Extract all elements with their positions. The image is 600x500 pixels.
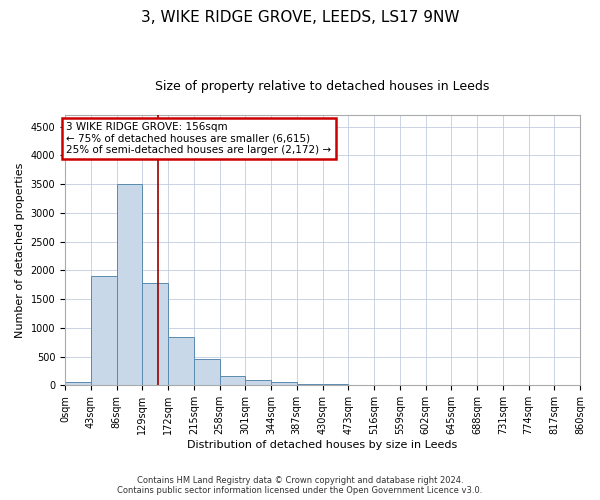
Bar: [297, 384, 323, 386]
Bar: [116, 184, 142, 386]
Bar: [245, 380, 271, 386]
Bar: [65, 382, 91, 386]
Text: Contains HM Land Registry data © Crown copyright and database right 2024.
Contai: Contains HM Land Registry data © Crown c…: [118, 476, 482, 495]
Bar: [271, 382, 297, 386]
Bar: [168, 337, 194, 386]
Title: Size of property relative to detached houses in Leeds: Size of property relative to detached ho…: [155, 80, 490, 93]
Y-axis label: Number of detached properties: Number of detached properties: [15, 162, 25, 338]
Bar: [142, 283, 168, 386]
Bar: [220, 376, 245, 386]
Bar: [91, 276, 116, 386]
X-axis label: Distribution of detached houses by size in Leeds: Distribution of detached houses by size …: [187, 440, 458, 450]
Text: 3 WIKE RIDGE GROVE: 156sqm
← 75% of detached houses are smaller (6,615)
25% of s: 3 WIKE RIDGE GROVE: 156sqm ← 75% of deta…: [66, 122, 331, 155]
Bar: [323, 384, 348, 386]
Bar: [194, 359, 220, 386]
Text: 3, WIKE RIDGE GROVE, LEEDS, LS17 9NW: 3, WIKE RIDGE GROVE, LEEDS, LS17 9NW: [141, 10, 459, 25]
